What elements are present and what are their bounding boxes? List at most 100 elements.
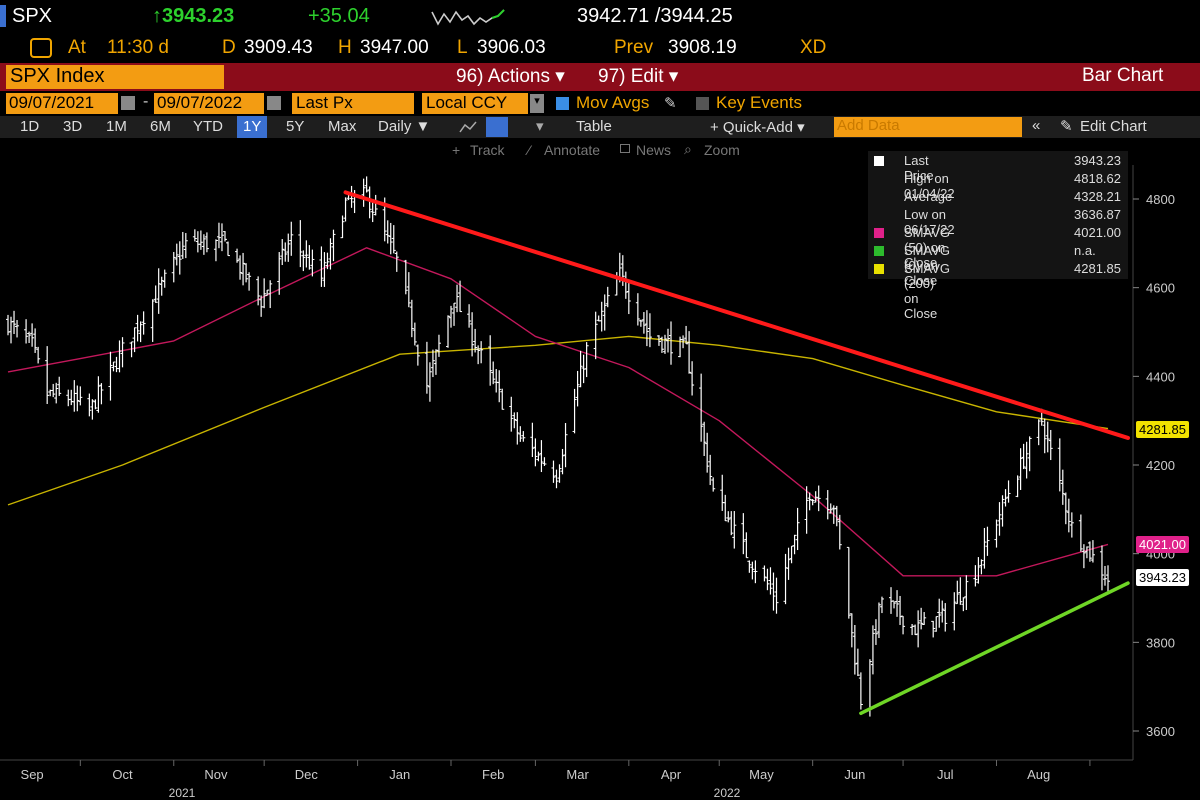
price-bar bbox=[518, 426, 523, 442]
news-icon[interactable] bbox=[620, 144, 630, 153]
annotate-icon[interactable]: ⁄ bbox=[528, 142, 531, 158]
annotate-button[interactable]: Annotate bbox=[544, 142, 601, 158]
price-bar bbox=[138, 321, 143, 343]
line-chart-icon[interactable] bbox=[458, 119, 478, 135]
price-bar bbox=[301, 250, 306, 272]
price-bar bbox=[436, 334, 441, 357]
price-bar bbox=[895, 590, 900, 617]
price-bar bbox=[192, 229, 197, 242]
period-6m[interactable]: 6M bbox=[150, 118, 171, 135]
actions-menu[interactable]: 96) Actions ▾ bbox=[456, 66, 565, 87]
mov-avgs-checkbox[interactable] bbox=[556, 97, 569, 110]
price-bar bbox=[533, 438, 538, 467]
price-bar bbox=[449, 305, 454, 328]
price-bar bbox=[849, 613, 854, 648]
price-bar bbox=[575, 370, 580, 407]
price-bar bbox=[277, 252, 282, 295]
period-1d[interactable]: 1D bbox=[20, 118, 40, 135]
price-bar bbox=[430, 349, 435, 378]
price-bar bbox=[340, 215, 345, 239]
price-bar bbox=[391, 225, 396, 254]
period-3d[interactable]: 3D bbox=[63, 118, 83, 135]
chart-legend[interactable]: Last Price 3943.23 High on 01/04/22 4818.6… bbox=[868, 151, 1128, 321]
bar-chart-icon[interactable] bbox=[486, 117, 508, 137]
legend-label: SMAVG (50) on Close bbox=[904, 225, 950, 270]
x-tick-label: Feb bbox=[482, 767, 504, 782]
key-events-checkbox[interactable] bbox=[696, 97, 709, 110]
legend-value: 3943.23 bbox=[1074, 153, 1121, 168]
ticker[interactable]: SPX bbox=[12, 5, 53, 27]
price-bar bbox=[171, 251, 176, 283]
high-label: H bbox=[338, 37, 352, 58]
price-bar bbox=[774, 577, 779, 614]
table-button[interactable]: Table bbox=[576, 118, 612, 135]
period-1m[interactable]: 1M bbox=[106, 118, 127, 135]
price-bar bbox=[177, 241, 182, 275]
add-data-input[interactable]: Add Data bbox=[834, 117, 1022, 137]
crosshair-icon[interactable]: + bbox=[452, 142, 461, 158]
calendar-icon[interactable] bbox=[267, 96, 281, 110]
period-ytd[interactable]: YTD bbox=[193, 118, 223, 135]
price-bar bbox=[427, 362, 432, 402]
low-value: 3906.03 bbox=[477, 37, 546, 58]
price-bar bbox=[491, 361, 496, 385]
chart-type[interactable]: Bar Chart bbox=[1082, 65, 1164, 86]
price-bar bbox=[162, 269, 167, 288]
edit-menu[interactable]: 97) Edit ▾ bbox=[598, 66, 679, 87]
alert-icon[interactable] bbox=[30, 38, 52, 58]
price-bar bbox=[783, 553, 788, 605]
calendar-icon[interactable] bbox=[121, 96, 135, 110]
price-bar bbox=[114, 356, 119, 373]
price-bar bbox=[656, 335, 661, 346]
chevron-down-icon[interactable]: ▾ bbox=[530, 94, 544, 113]
price-bar bbox=[1045, 421, 1050, 453]
price-bar bbox=[858, 672, 863, 710]
price-bar bbox=[708, 454, 713, 486]
open-value: 3909.43 bbox=[244, 37, 313, 58]
collapse-icon[interactable]: « bbox=[1032, 117, 1041, 134]
start-date-field[interactable]: 09/07/2021 bbox=[6, 93, 118, 114]
price-bar bbox=[536, 451, 541, 462]
price-bar bbox=[180, 231, 185, 259]
price-bar bbox=[93, 399, 98, 410]
period-1y[interactable]: 1Y bbox=[237, 116, 268, 138]
price-bar bbox=[1000, 495, 1005, 527]
year-label: 2021 bbox=[169, 786, 196, 800]
price-bar bbox=[976, 557, 981, 584]
news-button[interactable]: News bbox=[636, 142, 672, 158]
price-bar bbox=[467, 304, 472, 328]
period-max[interactable]: Max bbox=[328, 118, 357, 135]
legend-swatch bbox=[874, 156, 884, 166]
chevron-down-icon[interactable]: ▾ bbox=[536, 118, 544, 135]
price-bar bbox=[33, 328, 38, 353]
pencil-icon[interactable]: ✎ bbox=[664, 95, 677, 112]
price-bar bbox=[370, 202, 375, 223]
field-selector[interactable]: Last Px bbox=[292, 93, 414, 114]
price-bar bbox=[979, 559, 984, 575]
legend-label: SMAVG (200) on Close bbox=[904, 261, 950, 321]
price-bar bbox=[792, 534, 797, 555]
edit-chart-button[interactable]: Edit Chart bbox=[1080, 118, 1147, 135]
price-bar bbox=[135, 314, 140, 342]
price-bar bbox=[687, 331, 692, 374]
zoom-button[interactable]: Zoom bbox=[704, 142, 740, 158]
price-bar bbox=[922, 612, 927, 625]
price-bar bbox=[913, 624, 918, 636]
y-tick-label: 3600 bbox=[1146, 724, 1175, 739]
currency-selector[interactable]: Local CCY bbox=[422, 93, 528, 114]
price-bar bbox=[1084, 546, 1089, 559]
price-bar bbox=[726, 511, 731, 523]
pencil-icon[interactable]: ✎ bbox=[1060, 118, 1073, 135]
zoom-icon[interactable]: ⌕ bbox=[684, 141, 692, 157]
open-label: D bbox=[222, 37, 236, 58]
price-bar bbox=[156, 268, 161, 314]
quick-add-button[interactable]: + Quick-Add ▾ bbox=[710, 119, 805, 136]
price-bar bbox=[222, 231, 227, 242]
period-5y[interactable]: 5Y bbox=[286, 118, 305, 135]
end-date-field[interactable]: 09/07/2022 bbox=[154, 93, 264, 114]
security-field[interactable]: SPX Index bbox=[6, 65, 224, 89]
price-bar bbox=[373, 194, 378, 216]
frequency-selector[interactable]: Daily ▼ bbox=[378, 118, 431, 135]
track-button[interactable]: Track bbox=[470, 142, 505, 158]
